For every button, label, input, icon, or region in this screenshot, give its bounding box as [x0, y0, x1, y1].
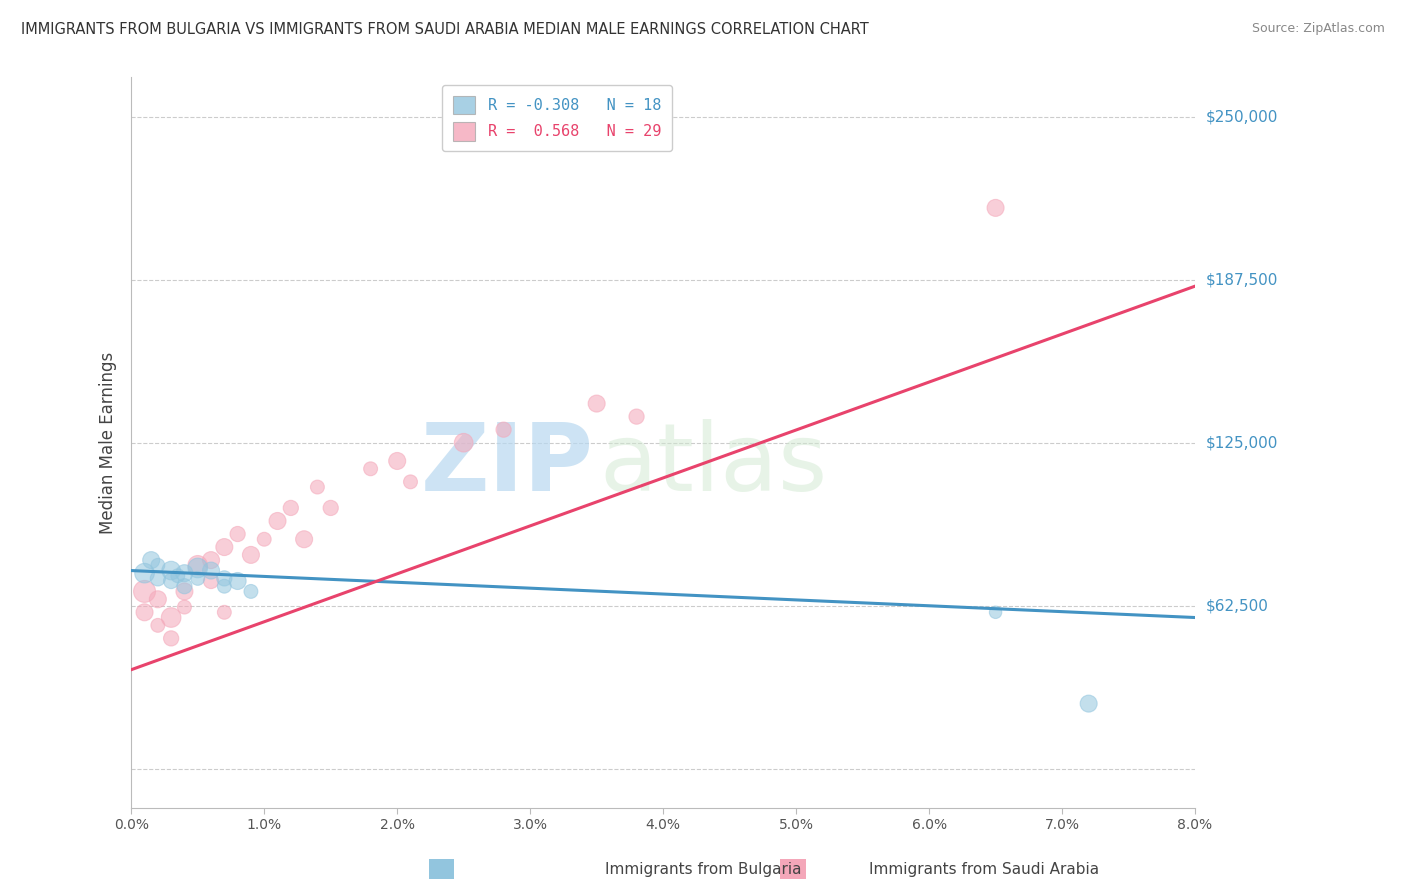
Point: [307, 480, 329, 494]
Text: ZIP: ZIP: [422, 418, 593, 510]
Point: [134, 566, 156, 581]
Text: IMMIGRANTS FROM BULGARIA VS IMMIGRANTS FROM SAUDI ARABIA MEDIAN MALE EARNINGS CO: IMMIGRANTS FROM BULGARIA VS IMMIGRANTS F…: [21, 22, 869, 37]
Point: [173, 600, 195, 615]
Point: [173, 584, 195, 599]
Point: [626, 409, 648, 424]
Point: [200, 553, 222, 567]
Point: [160, 632, 183, 646]
Point: [146, 592, 169, 607]
Point: [984, 201, 1007, 215]
Point: [292, 533, 315, 547]
Point: [134, 584, 156, 599]
Y-axis label: Median Male Earnings: Median Male Earnings: [100, 351, 117, 533]
Point: [266, 514, 288, 528]
Point: [214, 540, 236, 554]
Point: [146, 558, 169, 573]
Point: [360, 462, 382, 476]
Point: [280, 500, 302, 515]
Legend: R = -0.308   N = 18, R =  0.568   N = 29: R = -0.308 N = 18, R = 0.568 N = 29: [441, 85, 672, 152]
Point: [134, 605, 156, 619]
Text: $62,500: $62,500: [1206, 599, 1270, 614]
Point: [200, 574, 222, 588]
Point: [319, 500, 342, 515]
Point: [146, 571, 169, 585]
Point: [585, 396, 607, 410]
Point: [187, 558, 209, 573]
Text: Immigrants from Bulgaria: Immigrants from Bulgaria: [605, 863, 801, 877]
Point: [984, 605, 1007, 619]
Point: [160, 574, 183, 588]
Point: [492, 423, 515, 437]
Point: [166, 568, 188, 582]
Point: [399, 475, 422, 489]
Text: $187,500: $187,500: [1206, 272, 1278, 287]
Point: [173, 579, 195, 593]
Point: [173, 566, 195, 581]
Point: [239, 584, 262, 599]
Point: [453, 435, 475, 450]
Point: [187, 561, 209, 575]
Point: [226, 574, 249, 588]
Point: [214, 571, 236, 585]
Point: [160, 564, 183, 578]
Point: [214, 605, 236, 619]
Point: [387, 454, 409, 468]
Point: [200, 564, 222, 578]
Text: atlas: atlas: [599, 418, 828, 510]
Text: $250,000: $250,000: [1206, 109, 1278, 124]
Point: [239, 548, 262, 562]
Point: [160, 610, 183, 624]
Text: Immigrants from Saudi Arabia: Immigrants from Saudi Arabia: [869, 863, 1099, 877]
Point: [226, 527, 249, 541]
Point: [146, 618, 169, 632]
Point: [214, 579, 236, 593]
Point: [1077, 697, 1099, 711]
Point: [187, 571, 209, 585]
Text: Source: ZipAtlas.com: Source: ZipAtlas.com: [1251, 22, 1385, 36]
Point: [253, 533, 276, 547]
Text: $125,000: $125,000: [1206, 435, 1278, 450]
Point: [141, 553, 163, 567]
